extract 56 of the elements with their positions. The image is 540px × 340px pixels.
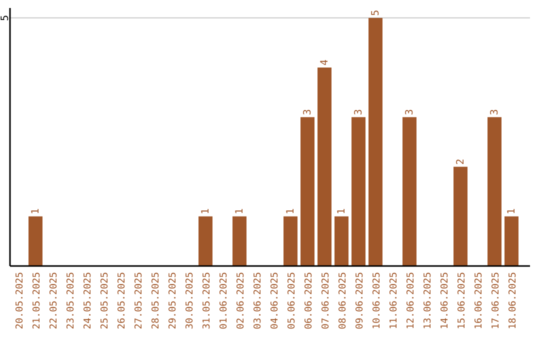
bar xyxy=(488,117,502,266)
data-label: 1 xyxy=(506,208,518,214)
bar xyxy=(504,216,518,266)
x-tick-label: 06.06.2025 xyxy=(304,272,314,330)
x-tick-label: 12.06.2025 xyxy=(406,272,416,330)
x-tick-label: 17.06.2025 xyxy=(490,272,502,330)
x-tick-label: 03.06.2025 xyxy=(252,272,264,330)
bar xyxy=(284,216,298,266)
bar xyxy=(300,117,314,266)
x-tick-label: 22.05.2025 xyxy=(48,272,60,330)
bar xyxy=(198,216,212,266)
x-tick-label: 01.06.2025 xyxy=(218,272,230,330)
x-tick-label: 18.06.2025 xyxy=(508,272,518,330)
x-tick-label: 29.05.2025 xyxy=(168,272,178,330)
bar xyxy=(368,18,382,266)
x-tick-label: 26.05.2025 xyxy=(116,272,128,330)
x-tick-label: 13.06.2025 xyxy=(422,272,434,330)
bar xyxy=(318,68,332,266)
x-tick-label: 10.06.2025 xyxy=(372,272,382,330)
x-tick-label: 30.05.2025 xyxy=(184,272,196,330)
bar xyxy=(232,216,246,266)
x-tick-label: 09.06.2025 xyxy=(354,272,366,330)
x-tick-label: 08.06.2025 xyxy=(338,272,348,330)
bar xyxy=(28,216,42,266)
bar xyxy=(402,117,416,266)
x-tick-label: 27.05.2025 xyxy=(134,272,144,330)
x-tick-label: 04.06.2025 xyxy=(270,272,280,330)
data-label: 2 xyxy=(456,158,466,165)
data-label: 1 xyxy=(200,208,212,214)
data-label: 1 xyxy=(336,208,348,214)
data-label: 1 xyxy=(286,208,296,214)
data-label: 4 xyxy=(320,60,330,66)
x-tick-label: 28.05.2025 xyxy=(150,272,162,330)
x-tick-label: 16.06.2025 xyxy=(474,272,484,330)
data-label: 3 xyxy=(404,109,416,116)
x-tick-label: 23.05.2025 xyxy=(66,272,76,330)
x-tick-label: 14.06.2025 xyxy=(440,272,450,330)
bar xyxy=(454,166,468,266)
x-tick-label: 21.05.2025 xyxy=(32,272,42,330)
x-tick-label: 25.05.2025 xyxy=(100,272,110,330)
x-tick-label: 24.05.2025 xyxy=(82,272,94,330)
x-tick-label: 11.06.2025 xyxy=(388,272,400,330)
x-tick-label: 02.06.2025 xyxy=(236,272,246,330)
data-label: 5 xyxy=(370,10,382,16)
bar xyxy=(334,216,348,266)
x-tick-label: 20.05.2025 xyxy=(14,272,26,330)
data-label: 1 xyxy=(30,208,42,214)
bar xyxy=(352,117,366,266)
x-tick-label: 31.05.2025 xyxy=(202,272,212,330)
x-tick-label: 07.06.2025 xyxy=(320,272,332,330)
x-tick-label: 15.06.2025 xyxy=(456,272,468,330)
data-label: 3 xyxy=(302,109,314,116)
data-label: 1 xyxy=(234,208,246,214)
data-label: 3 xyxy=(354,109,364,116)
x-tick-label: 05.06.2025 xyxy=(286,272,298,330)
data-label: 3 xyxy=(490,109,500,116)
